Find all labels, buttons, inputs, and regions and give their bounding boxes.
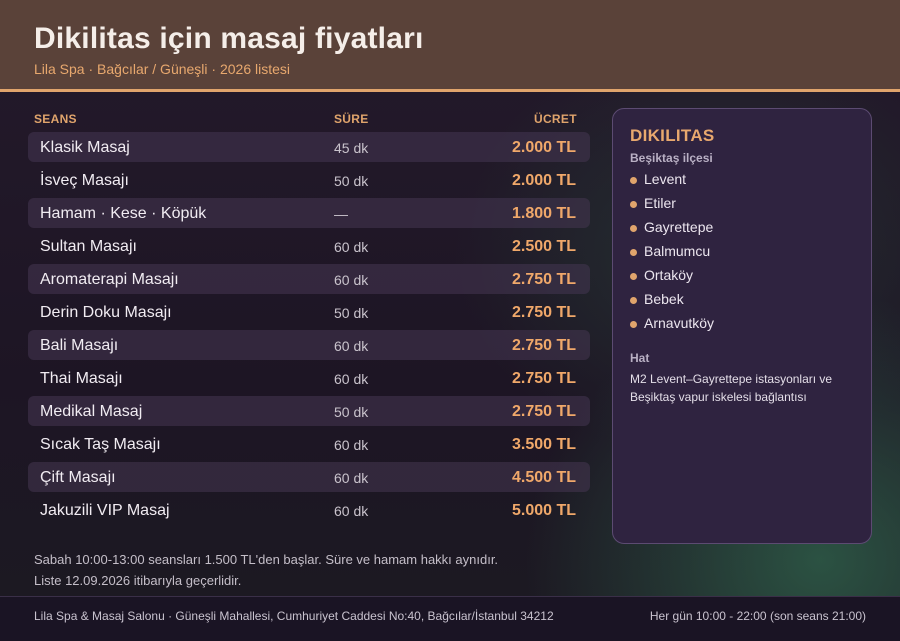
table-row: Thai Masajı 60 dk 2.750 TL (28, 363, 590, 393)
table-row: Sıcak Taş Masajı 60 dk 3.500 TL (28, 429, 590, 459)
service-name: Medikal Masaj (40, 403, 143, 420)
service-duration: 50 dk (334, 305, 369, 321)
service-name: Thai Masajı (40, 370, 123, 387)
district-label: Beşiktaş ilçesi (630, 151, 713, 165)
service-name: Bali Masajı (40, 337, 119, 354)
service-price: 2.000 TL (511, 139, 576, 156)
service-price: 4.500 TL (511, 469, 576, 486)
bullet-icon (630, 297, 637, 304)
service-name: Aromaterapi Masajı (40, 271, 179, 288)
bullet-icon (630, 177, 637, 184)
service-name: Derin Doku Masajı (40, 304, 172, 321)
neighborhood-label: Gayrettepe (644, 219, 714, 235)
service-duration: 50 dk (334, 173, 369, 189)
service-name: Klasik Masaj (40, 139, 130, 156)
neighborhood-label: Ortaköy (644, 267, 694, 283)
service-price: 5.000 TL (511, 502, 576, 519)
table-row: Derin Doku Masajı 50 dk 2.750 TL (28, 297, 590, 327)
table-row: Çift Masajı 60 dk 4.500 TL (28, 462, 590, 492)
page-footer: Lila Spa & Masaj Salonu · Güneşli Mahall… (0, 596, 900, 641)
page-header: Dikilitas için masaj fiyatları Lila Spa … (0, 0, 900, 89)
column-header-price: ÜCRET (534, 112, 577, 126)
table-row: Jakuzili VIP Masaj 60 dk 5.000 TL (28, 495, 590, 525)
table-row: Hamam · Kese · Köpük — 1.800 TL (28, 198, 590, 228)
service-price: 2.000 TL (511, 172, 576, 189)
neighborhood-panel: DIKILITAS Beşiktaş ilçesi Levent Etiler Ga… (612, 108, 872, 544)
table-row: Medikal Masaj 50 dk 2.750 TL (28, 396, 590, 426)
service-price: 2.750 TL (511, 337, 576, 354)
neighborhood-label: Bebek (644, 291, 684, 307)
service-name: Sultan Masajı (40, 238, 137, 255)
neighborhood-label: Arnavutköy (644, 315, 715, 331)
neighborhood-label: Levent (644, 171, 687, 187)
transport-title: Hat (630, 351, 650, 365)
column-header-session: SEANS (34, 112, 77, 126)
transport-text: M2 Levent–Gayrettepe istasyonları ve Beş… (630, 372, 833, 404)
page-title: Dikilitas için masaj fiyatları (34, 22, 424, 55)
service-name: Jakuzili VIP Masaj (40, 502, 170, 519)
service-duration: 60 dk (334, 272, 369, 288)
service-price: 1.800 TL (511, 205, 576, 222)
service-price: 2.750 TL (511, 304, 576, 321)
service-price: 2.500 TL (511, 238, 576, 255)
service-duration: 50 dk (334, 404, 369, 420)
service-duration: 60 dk (334, 239, 369, 255)
page-subtitle: Lila Spa · Bağcılar / Güneşli · 2026 lis… (34, 61, 291, 77)
neighborhood-label: Etiler (644, 195, 676, 211)
service-duration: — (334, 206, 348, 222)
service-duration: 60 dk (334, 338, 369, 354)
service-price: 3.500 TL (511, 436, 576, 453)
table-row: Aromaterapi Masajı 60 dk 2.750 TL (28, 264, 590, 294)
bullet-icon (630, 225, 637, 232)
service-name: Çift Masajı (40, 469, 116, 486)
validity-note: Liste 12.09.2026 itibarıyla geçerlidir. (34, 573, 242, 588)
table-row: İsveç Masajı 50 dk 2.000 TL (28, 165, 590, 195)
panel-title: DIKILITAS (630, 126, 715, 145)
pricing-note: Sabah 10:00-13:00 seansları 1.500 TL'den… (34, 552, 499, 567)
footer-address: Lila Spa & Masaj Salonu · Güneşli Mahall… (34, 609, 554, 623)
bullet-icon (630, 273, 637, 280)
service-price: 2.750 TL (511, 370, 576, 387)
service-price: 2.750 TL (511, 271, 576, 288)
service-name: Hamam · Kese · Köpük (40, 205, 207, 222)
service-duration: 60 dk (334, 470, 369, 486)
table-row: Sultan Masajı 60 dk 2.500 TL (28, 231, 590, 261)
column-header-duration: SÜRE (334, 112, 369, 126)
price-table: Klasik Masaj 45 dk 2.000 TL İsveç Masajı 50 … (28, 132, 590, 528)
service-duration: 60 dk (334, 503, 369, 519)
bullet-icon (630, 321, 637, 328)
service-price: 2.750 TL (511, 403, 576, 420)
service-name: İsveç Masajı (40, 172, 129, 189)
service-duration: 60 dk (334, 371, 369, 387)
header-divider (0, 89, 900, 92)
bullet-icon (630, 201, 637, 208)
footer-hours: Her gün 10:00 - 22:00 (son seans 21:00) (649, 609, 866, 623)
neighborhood-label: Balmumcu (644, 243, 711, 259)
table-row: Klasik Masaj 45 dk 2.000 TL (28, 132, 590, 162)
bullet-icon (630, 249, 637, 256)
service-duration: 60 dk (334, 437, 369, 453)
table-row: Bali Masajı 60 dk 2.750 TL (28, 330, 590, 360)
service-name: Sıcak Taş Masajı (40, 436, 161, 453)
service-duration: 45 dk (334, 140, 369, 156)
